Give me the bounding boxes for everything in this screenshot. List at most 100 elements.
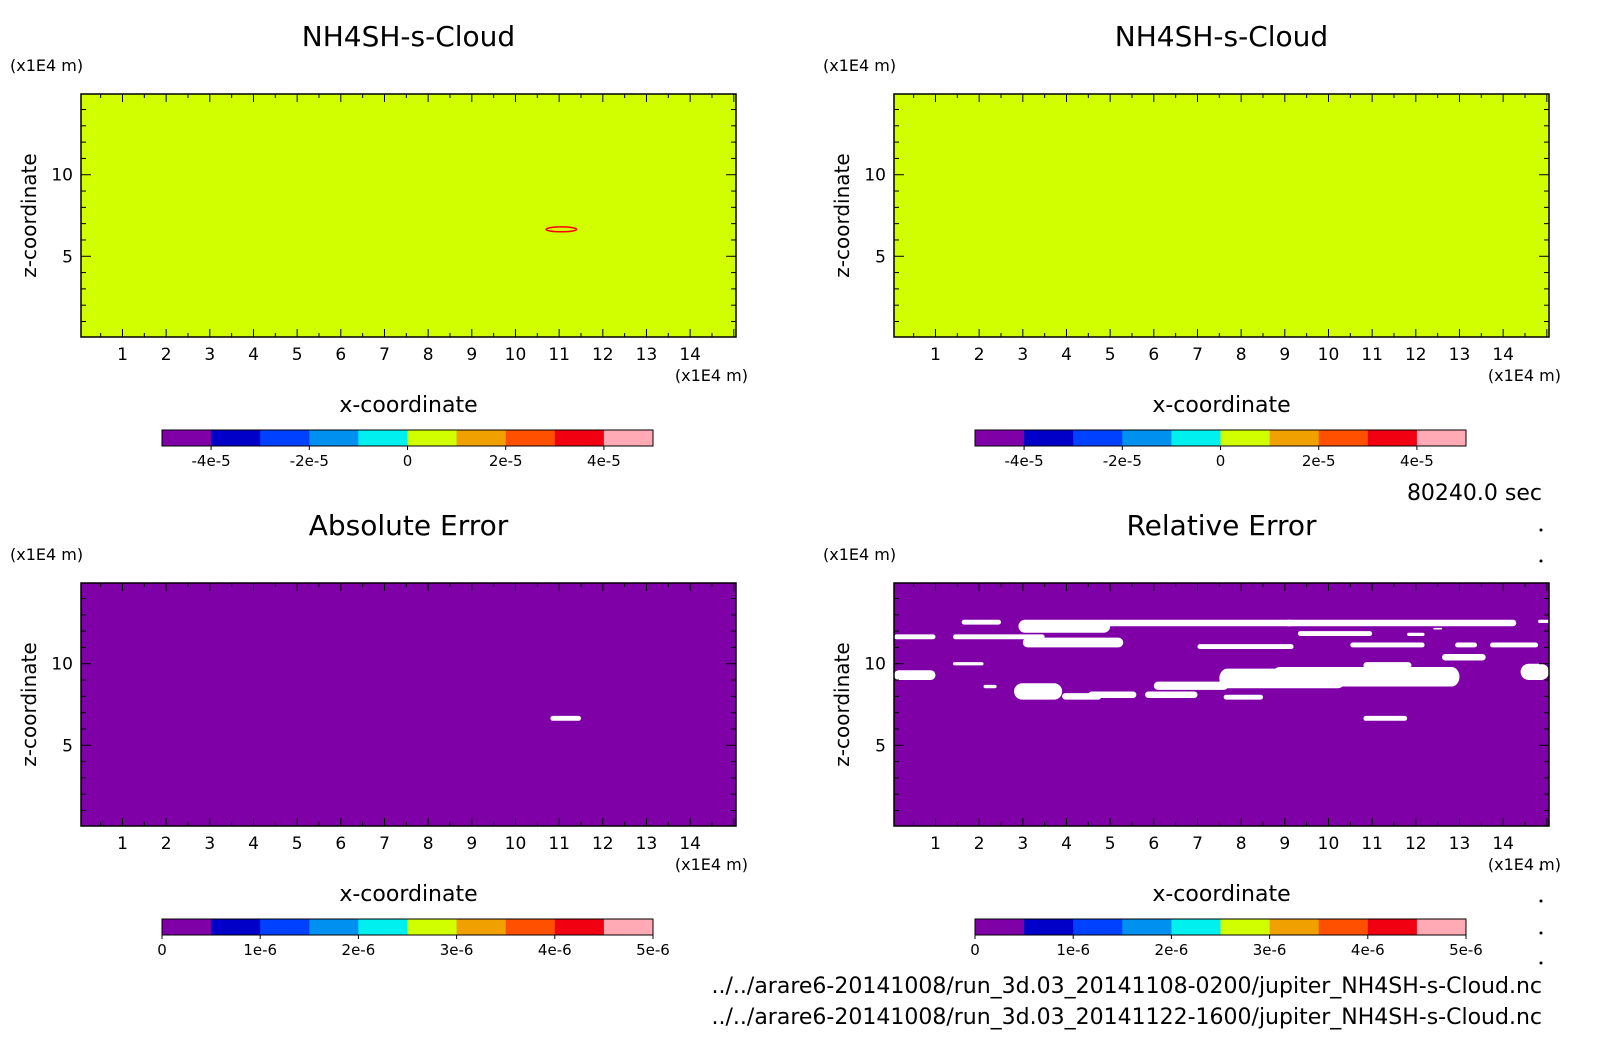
panel-2: NH4SH-s-Cloud(x1E4 m)(x1E4 m)1 2 3 4 5 6 7 8 9 10… xyxy=(823,20,1561,470)
colorbar-swatch-7 xyxy=(1269,919,1320,935)
colorbar-swatch-4 xyxy=(1122,430,1172,446)
colorbar-swatch-4 xyxy=(309,919,359,935)
x-tick-label: 13 xyxy=(636,834,658,854)
file-path-2: ../../arare6-20141008/run_3d.03_20141122… xyxy=(712,1005,1542,1030)
x-tick-label: 3 xyxy=(1017,834,1028,854)
blob-12 xyxy=(1197,644,1294,650)
colorbar: -4e-5 -2e-5 0 2e-5 4e-5 xyxy=(974,429,1467,470)
x-tick-label: 11 xyxy=(1361,834,1383,854)
x-axis-label: x-coordinate xyxy=(339,393,477,418)
blob-14 xyxy=(1455,642,1477,648)
x-tick-label: 6 xyxy=(335,834,346,854)
colorbar-swatch-3 xyxy=(1073,919,1123,935)
colorbar-swatch-2 xyxy=(1024,919,1074,935)
colorbar-frame xyxy=(974,918,1467,936)
x-tick-label: 11 xyxy=(548,834,570,854)
colorbar-tick-label: -2e-5 xyxy=(290,452,329,470)
tick-marks xyxy=(894,583,1549,826)
colorbar-tick-label: 4e-6 xyxy=(538,941,572,959)
y-tick-label: 10 xyxy=(864,655,886,675)
x-tick-label: 12 xyxy=(592,345,614,365)
colorbar: -4e-5 -2e-5 0 2e-5 4e-5 xyxy=(161,429,654,470)
colorbar-tick-label: -4e-5 xyxy=(1005,452,1044,470)
colorbar-swatch-9 xyxy=(1367,919,1418,935)
blob-16 xyxy=(1442,653,1486,661)
x-tick-label: 4 xyxy=(248,345,259,365)
blob-4 xyxy=(1101,619,1294,627)
colorbar-frame xyxy=(161,918,654,936)
colorbar-swatch-9 xyxy=(554,430,605,446)
x-tick-label: 5 xyxy=(292,834,303,854)
x-unit-label: (x1E4 m) xyxy=(1488,855,1561,874)
x-tick-label: 1 xyxy=(117,834,128,854)
y-tick-label: 10 xyxy=(51,166,73,186)
panel-title: NH4SH-s-Cloud xyxy=(302,20,515,53)
colorbar-swatch-10 xyxy=(1416,430,1467,446)
colorbar-tick-label: 0 xyxy=(1216,452,1226,470)
colorbar-swatch-3 xyxy=(1073,430,1123,446)
x-axis-label: x-coordinate xyxy=(339,882,477,907)
colorbar-tick-label: 3e-6 xyxy=(440,941,474,959)
colorbar-tick-label: 4e-6 xyxy=(1351,941,1385,959)
colorbar-swatch-1 xyxy=(162,430,212,446)
x-tick-label: 1 xyxy=(930,345,941,365)
blob-30 xyxy=(1520,663,1549,681)
y-unit-label: (x1E4 m) xyxy=(823,545,896,564)
colorbar-swatch-7 xyxy=(1269,430,1320,446)
x-tick-label: 8 xyxy=(1236,345,1247,365)
x-tick-label: 9 xyxy=(466,834,477,854)
x-tick-label: 3 xyxy=(204,345,215,365)
x-tick-label: 4 xyxy=(248,834,259,854)
colorbar-tick-label: 2e-6 xyxy=(1155,941,1189,959)
tick-marks xyxy=(894,94,1549,337)
x-tick-label: 6 xyxy=(1148,345,1159,365)
x-tick-label: 7 xyxy=(1192,834,1203,854)
blob-29 xyxy=(1363,715,1408,721)
x-tick-label: 12 xyxy=(592,834,614,854)
x-tick-label: 14 xyxy=(1492,345,1514,365)
file-path-1: ../../arare6-20141008/run_3d.03_20141108… xyxy=(712,974,1542,999)
colorbar-swatch-5 xyxy=(1171,430,1221,446)
stray-dots xyxy=(1539,528,1543,965)
colorbar-tick-label: -4e-5 xyxy=(192,452,231,470)
plot-frame xyxy=(893,582,1550,827)
colorbar-tick-label: 3e-6 xyxy=(1253,941,1287,959)
x-axis-label: x-coordinate xyxy=(1152,393,1290,418)
colorbar-swatch-6 xyxy=(1220,919,1271,935)
colorbar-tick-label: 1e-6 xyxy=(243,941,277,959)
y-tick-label: 10 xyxy=(51,655,73,675)
colorbar-swatch-5 xyxy=(358,430,408,446)
colorbar-tick-label: 2e-6 xyxy=(342,941,376,959)
colorbar-swatch-7 xyxy=(456,430,507,446)
x-tick-label: 10 xyxy=(1318,345,1340,365)
x-tick-label: 10 xyxy=(505,345,527,365)
blob-23 xyxy=(1145,691,1198,698)
colorbar-swatch-6 xyxy=(1220,430,1271,446)
blob-26 xyxy=(1271,666,1460,687)
x-unit-label: (x1E4 m) xyxy=(1488,366,1561,385)
panel-title: Relative Error xyxy=(1126,509,1317,542)
x-axis-label: x-coordinate xyxy=(1152,882,1290,907)
colorbar-tick-label: 2e-5 xyxy=(489,452,523,470)
colorbar: 0 1e-6 2e-6 3e-6 4e-6 5e-6 xyxy=(157,918,670,959)
x-tick-label: 3 xyxy=(1017,345,1028,365)
x-tick-label: 13 xyxy=(1449,834,1471,854)
blob-15 xyxy=(1490,642,1539,648)
y-axis-label: z-coordinate xyxy=(17,153,41,277)
y-tick-label: 5 xyxy=(62,736,73,756)
x-tick-label: 12 xyxy=(1405,345,1427,365)
x-tick-label: 4 xyxy=(1061,834,1072,854)
x-tick-label: 12 xyxy=(1405,834,1427,854)
x-tick-label: 4 xyxy=(1061,345,1072,365)
colorbar-tick-label: 0 xyxy=(970,941,980,959)
plot-frame xyxy=(80,582,737,827)
blob-27 xyxy=(1363,662,1412,669)
x-tick-label: 13 xyxy=(1449,345,1471,365)
blob-24 xyxy=(1153,681,1229,690)
x-tick-label: 8 xyxy=(1236,834,1247,854)
colorbar-swatch-1 xyxy=(975,430,1025,446)
x-tick-label: 2 xyxy=(161,345,172,365)
contour-1 xyxy=(545,226,578,233)
colorbar-swatch-10 xyxy=(603,919,654,935)
colorbar-swatch-8 xyxy=(1318,919,1369,935)
